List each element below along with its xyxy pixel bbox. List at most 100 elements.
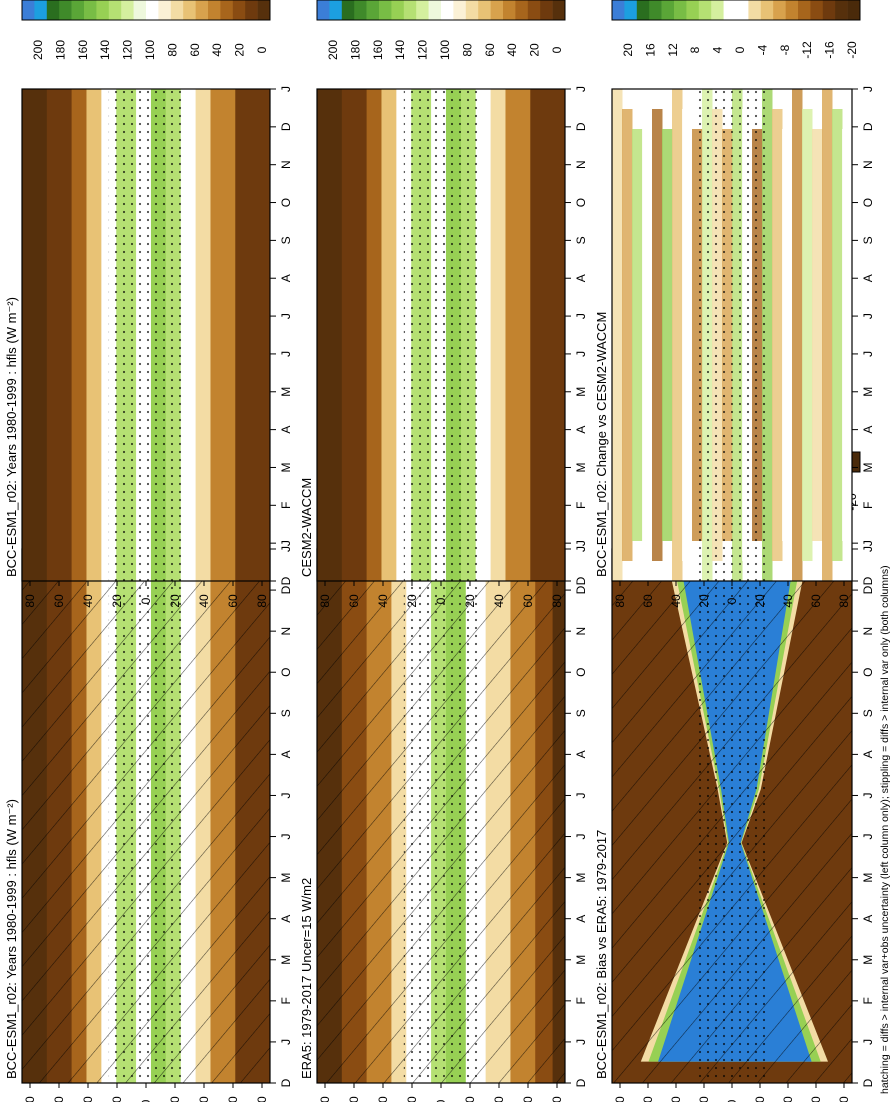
panel-right-middle-lat-label: 40 [492,594,506,608]
panel-right-top-colorbar-swatch [59,0,72,20]
panel-right-top-month-label: J [279,351,293,357]
panel-right-bottom-colorbar-tick: 8 [688,46,702,53]
panel-right-top-month-label: A [279,426,293,434]
panel-left-middle-month-label: J [574,834,588,840]
panel-right-bottom-colorbar-swatch [661,0,675,20]
panel-right-middle-month-label: A [574,274,588,282]
heatmap-band [622,109,633,561]
heatmap-band [86,89,102,581]
panel-left-bottom-month-label: J [861,1039,875,1045]
heatmap-band [490,89,506,581]
panel-right-top-colorbar-swatch [232,0,246,20]
panel-right-top-lat-label: 80 [23,594,37,608]
panel-right-bottom-colorbar-swatch [723,0,737,20]
panel-right-bottom-stippling [696,89,768,581]
panel-right-bottom-month-label: J [861,86,875,92]
heatmap-band [812,129,823,541]
panel-left-bottom-month-label: F [861,997,875,1004]
panel-right-bottom-colorbar-swatch [674,0,687,20]
panel-right-top-lat-label: 60 [52,594,66,608]
panel-right-bottom-month-label: J [861,540,875,546]
panel-right-bottom-lat-label: 40 [781,594,795,608]
panel-right-middle-month-label: D [574,576,588,585]
panel-right-top-colorbar: 200 180 160 140 120 100 80 60 40 20 0 [21,0,271,60]
panel-right-top-month-label: N [279,160,293,169]
panel-right-middle-colorbar-tick: 160 [371,40,385,60]
panel-right-bottom-month-label: M [861,387,875,397]
panel-right-bottom-colorbar-tick: 0 [733,46,747,53]
panel-left-top-lat-label: 60 [226,1096,240,1102]
panel-right-middle-lat-label: 80 [318,594,332,608]
panel-left-middle-month-label: D [574,585,588,594]
panel-right-middle-colorbar-swatch [317,0,330,20]
panel-right-top-colorbar-swatch [220,0,234,20]
panel-left-bottom-lat-label: 20 [697,1096,711,1102]
panel-left-middle-month-label: M [574,955,588,965]
panel-left-middle-month-label: J [574,792,588,798]
panel-right-top-colorbar-swatch [146,0,159,20]
panel-right-middle-lat-label: 40 [376,594,390,608]
panel-right-bottom-month-label: S [861,236,875,244]
panel-right-middle-month-label: F [574,502,588,509]
panel-right-bottom-colorbar-swatch [711,0,724,20]
panel-right-top-colorbar-swatch [34,0,48,20]
heatmap-band [530,89,566,581]
panel-left-bottom-month-label: J [861,546,875,552]
heatmap-band [822,89,833,581]
panel-right-bottom-lat-label: 20 [753,594,767,608]
heatmap-band [662,129,673,541]
panel-left-bottom-month-label: O [861,668,875,677]
panel-right-middle-colorbar-swatch [465,0,479,20]
panel-right-middle-month-label: D [574,122,588,131]
panel-right-middle-colorbar-tick: 0 [550,46,564,53]
panel-right-middle-colorbar: 200 180 160 140 120 100 80 60 40 20 0 [316,0,566,60]
panel-right-bottom-lat-label: 60 [809,594,823,608]
panel-left-bottom-lat-label: 40 [669,1096,683,1102]
panel-right-top-colorbar-tick: 60 [188,43,202,57]
panel-right-middle-month-label: J [574,86,588,92]
panel-left-middle-month-label: A [574,750,588,758]
panel-left-bottom-month-label: D [861,1078,875,1087]
panel-right-top-colorbar-tick: 120 [121,40,135,60]
panel-right-middle-lat-label: 20 [463,594,477,608]
heatmap-band [317,89,343,581]
panel-left-top-month-label: J [279,1039,293,1045]
panel-left-middle-month-label: J [574,546,588,552]
panel-left-top-lat-label: 60 [52,1096,66,1102]
panel-right-bottom-colorbar: 20 16 12 8 4 0 -4 -8 -12 -16 -20 [611,0,861,59]
panel-left-middle-lat-label: 60 [347,1096,361,1102]
panel-left-top-month-label: N [279,627,293,636]
panel-right-bottom-colorbar-tick: 16 [643,43,657,57]
heatmap-band [652,109,663,561]
panel-left-top-lat-label: 40 [197,1096,211,1102]
panel-right-top-colorbar-swatch [257,0,271,20]
panel-left-top-month-label: A [279,915,293,923]
heatmap-band [235,89,271,581]
panel-left-middle-month-label: D [574,1078,588,1087]
panel-right-bottom-colorbar-swatch [847,0,861,20]
panel-right-top-month-label: S [279,236,293,244]
heatmap-band [802,109,813,561]
panel-left-top-month-label: M [279,873,293,883]
heatmap-band [782,129,793,541]
panel-left-top-title: BCC-ESM1_r02: Years 1980-1999 : hfls (W … [4,799,19,1079]
panel-right-middle-month-label: M [574,462,588,472]
panel-right-middle-colorbar-swatch [503,0,516,20]
panel-right-middle-colorbar-tick: 100 [438,40,452,60]
panel-right-bottom-month-label: J [861,313,875,319]
panel-right-top-month-label: M [279,387,293,397]
panel-right-middle-month-label: J [574,540,588,546]
panel-right-middle-lat-label: 60 [347,594,361,608]
panel-left-bottom-title: BCC-ESM1_r02: Bias vs ERA5: 1979-2017 [594,830,609,1079]
panel-right-middle-colorbar-swatch [329,0,343,20]
panel-right-top-colorbar-swatch [96,0,110,20]
panel-left-middle-lat-label: 0 [434,1099,448,1102]
panel-right-bottom-colorbar-swatch [636,0,650,20]
panel-left-top-month-label: J [279,792,293,798]
panel-right-top-colorbar-swatch [84,0,97,20]
panel-right-bottom-colorbar-tick: 12 [666,43,680,57]
panel-left-middle-lat-label: 20 [405,1096,419,1102]
